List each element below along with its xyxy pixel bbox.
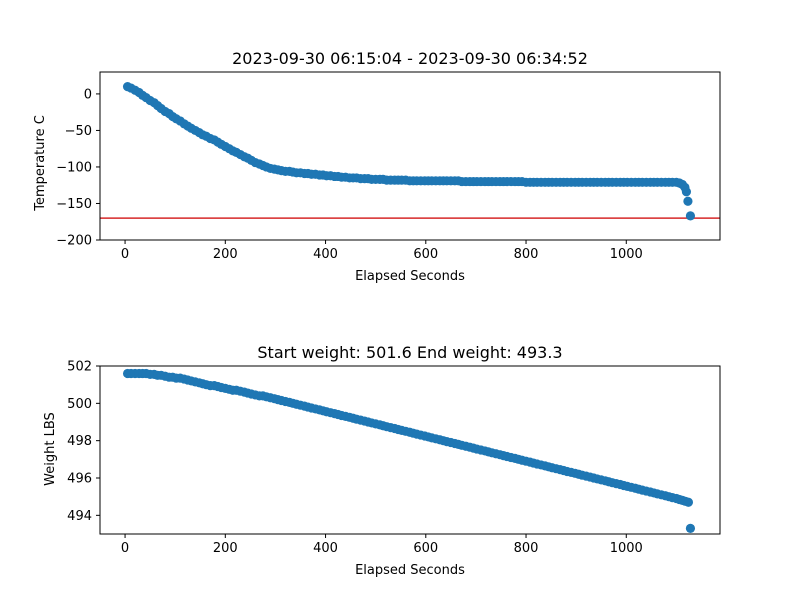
weight-ytick-label: 496: [67, 472, 92, 487]
temperature-subplot: 2023-09-30 06:15:04 - 2023-09-30 06:34:5…: [33, 49, 721, 284]
weight-xtick-label: 800: [514, 541, 539, 556]
temperature-ytick-label: −150: [56, 197, 92, 212]
temperature-xtick-label: 400: [313, 247, 338, 262]
weight-subplot: Start weight: 501.6 End weight: 493.3 El…: [43, 343, 721, 578]
temperature-point: [685, 211, 696, 221]
weight-xlabel: Elapsed Seconds: [355, 563, 465, 578]
temperature-xtick-label: 0: [121, 247, 129, 262]
weight-xtick-label: 200: [213, 541, 238, 556]
weight-ytick-label: 494: [67, 509, 92, 524]
temperature-ytick-label: −100: [56, 160, 92, 175]
temperature-ytick-label: −200: [56, 234, 92, 249]
weight-ticks: 0 200 400 600 800 1000 494 496 498 500 502: [67, 360, 643, 557]
temperature-points: [122, 82, 696, 221]
weight-ylabel: Weight LBS: [43, 412, 58, 486]
temperature-xtick-label: 1000: [610, 247, 643, 262]
temperature-xtick-label: 600: [413, 247, 438, 262]
weight-xtick-label: 0: [121, 541, 129, 556]
weight-plot-frame: [99, 365, 721, 535]
weight-points: [122, 368, 696, 534]
temperature-point: [683, 196, 693, 206]
weight-ytick-label: 500: [67, 397, 92, 412]
weight-xtick-label: 600: [413, 541, 438, 556]
weight-title: Start weight: 501.6 End weight: 493.3: [257, 343, 562, 362]
temperature-ytick-label: 0: [84, 87, 92, 102]
weight-point: [683, 497, 694, 507]
weight-xtick-label: 400: [313, 541, 338, 556]
weight-ytick-label: 502: [67, 360, 92, 375]
weight-xtick-label: 1000: [610, 541, 643, 556]
temperature-ylabel: Temperature C: [33, 115, 48, 212]
temperature-point: [681, 187, 692, 197]
temperature-ticks: 0 200 400 600 800 1000 0 −50 −100 −150 −200: [56, 87, 643, 262]
temperature-xtick-label: 800: [514, 247, 539, 262]
weight-point: [685, 523, 696, 534]
temperature-xlabel: Elapsed Seconds: [355, 269, 465, 284]
temperature-ytick-label: −50: [65, 124, 92, 139]
weight-ytick-label: 498: [67, 434, 92, 449]
temperature-xtick-label: 200: [213, 247, 238, 262]
temperature-plot-frame: [99, 71, 721, 241]
temperature-title: 2023-09-30 06:15:04 - 2023-09-30 06:34:5…: [232, 49, 588, 68]
